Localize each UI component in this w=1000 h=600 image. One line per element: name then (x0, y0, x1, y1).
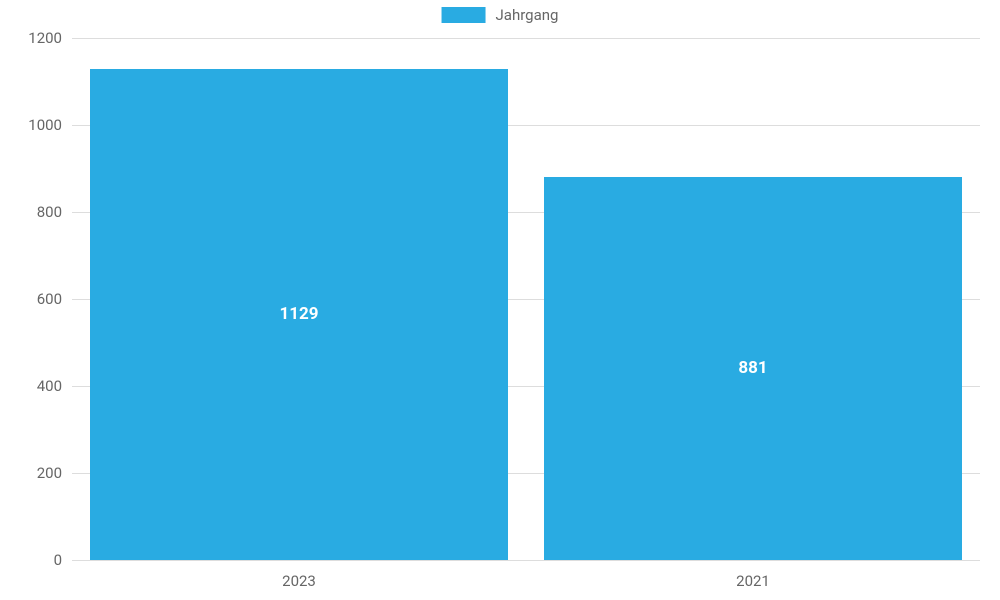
y-tick-label: 200 (2, 464, 62, 482)
bar: 881 (544, 177, 962, 560)
bar-value-label: 1129 (90, 304, 508, 324)
x-tick-label: 2023 (282, 572, 316, 590)
legend: Jahrgang (442, 6, 559, 24)
bar: 1129 (90, 69, 508, 560)
y-tick-label: 800 (2, 203, 62, 221)
legend-label: Jahrgang (496, 6, 559, 24)
y-tick-label: 600 (2, 290, 62, 308)
y-tick-label: 0 (2, 551, 62, 569)
y-tick-label: 1000 (2, 116, 62, 134)
legend-swatch (442, 7, 486, 23)
plot-area: 020040060080010001200112920238812021 (72, 38, 980, 560)
bar-value-label: 881 (544, 358, 962, 378)
x-tick-label: 2021 (736, 572, 770, 590)
bar-chart: Jahrgang 0200400600800100012001129202388… (0, 0, 1000, 600)
y-gridline (72, 560, 980, 561)
y-tick-label: 400 (2, 377, 62, 395)
y-tick-label: 1200 (2, 29, 62, 47)
y-gridline (72, 38, 980, 39)
